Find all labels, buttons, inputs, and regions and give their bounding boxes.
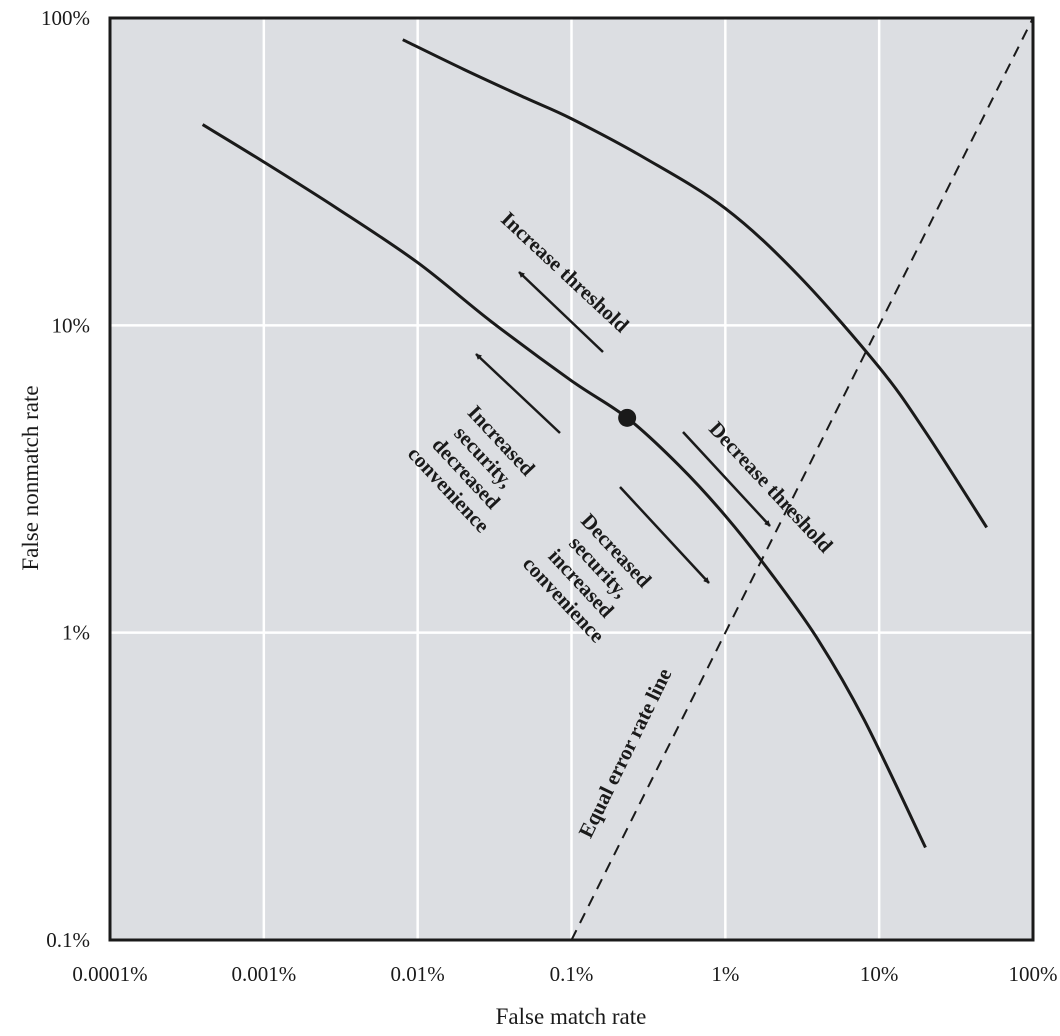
x-tick-label: 100% xyxy=(1009,962,1058,986)
equal-error-rate-line xyxy=(570,17,1034,941)
x-tick-label: 10% xyxy=(860,962,899,986)
axes: 0.0001% 0.001% 0.01% 0.1% 1% 10% 100% 0.1% 1% 10%… xyxy=(41,6,1058,986)
x-tick-label: 0.001% xyxy=(231,962,296,986)
arrow-decreased-security xyxy=(619,486,710,584)
operating-point xyxy=(618,408,637,427)
y-tick-label: 10% xyxy=(52,313,91,337)
y-axis-title: False nonmatch rate xyxy=(18,385,43,570)
x-tick-label: 0.01% xyxy=(391,962,445,986)
arrow-increase-threshold xyxy=(518,271,604,353)
x-tick-label: 1% xyxy=(711,962,739,986)
arrow-decrease-threshold xyxy=(682,431,771,527)
y-tick-label: 1% xyxy=(62,621,90,645)
y-tick-label: 100% xyxy=(41,6,90,30)
roc-curve-upper xyxy=(402,38,988,529)
arrow-increased-security xyxy=(475,353,561,434)
plot-area xyxy=(110,17,1034,941)
x-tick-label: 0.0001% xyxy=(72,962,147,986)
x-axis-title: False match rate xyxy=(496,1004,647,1029)
plot-frame xyxy=(108,16,1035,942)
x-tick-label: 0.1% xyxy=(550,962,594,986)
y-tick-label: 0.1% xyxy=(46,928,90,952)
